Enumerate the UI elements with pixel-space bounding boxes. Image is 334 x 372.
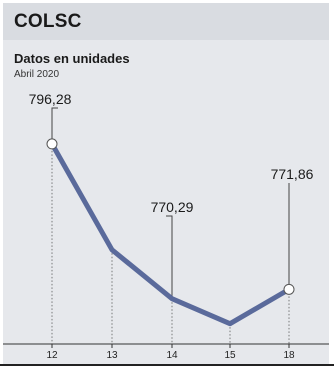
x-tick-label-15: 15 [224,350,236,361]
ticker-title: COLSC [14,11,82,32]
leader-line-12 [51,107,58,139]
data-point-18 [283,283,295,295]
data-label-18: 771,86 [271,166,314,182]
chart-title: Datos en unidades [14,51,130,66]
x-tick-label-18: 18 [283,350,295,361]
x-tick-label-12: 12 [46,350,58,361]
header-bar: COLSC [3,3,329,40]
chart-card: COLSC Datos en unidades Abril 2020 [3,3,329,365]
data-label-14: 770,29 [151,199,194,215]
leader-line-14 [166,215,173,299]
chart-subtitle: Abril 2020 [14,69,60,80]
x-tick-label-13: 13 [106,350,118,361]
data-point-12 [46,138,58,150]
x-tick-label-14: 14 [166,350,178,361]
data-label-12: 796,28 [29,91,72,107]
bottom-rule [0,364,334,366]
series-line [49,141,292,327]
